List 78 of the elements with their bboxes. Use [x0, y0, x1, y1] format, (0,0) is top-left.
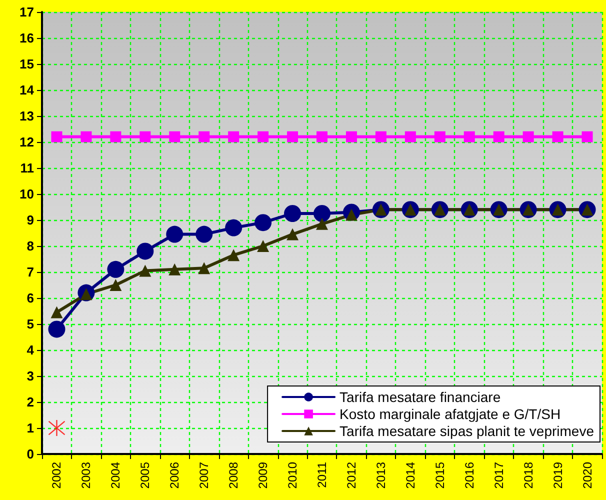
y-tick-label: 13: [20, 108, 34, 124]
x-tick-label: 2012: [344, 462, 358, 489]
point: [50, 306, 63, 318]
y-tick-label: 9: [26, 212, 34, 228]
point: [346, 131, 357, 142]
legend-label: Tarifa mesatare sipas planit te veprimeve: [340, 423, 594, 439]
x-tick-label: 2014: [403, 462, 418, 489]
point: [404, 131, 416, 142]
point: [110, 279, 122, 291]
point: [136, 242, 154, 260]
point: [582, 131, 593, 142]
point: [552, 131, 564, 142]
point: [258, 131, 269, 142]
point: [316, 218, 328, 230]
x-tick-label: 2008: [226, 462, 241, 489]
y-tick-label: 8: [26, 238, 34, 254]
x-tick-label: 2005: [138, 462, 152, 489]
point: [198, 262, 210, 274]
point: [139, 264, 152, 277]
point: [198, 131, 210, 142]
x-tick-label: 2015: [432, 462, 447, 489]
point: [522, 131, 534, 142]
legend-label: Kosto marginale afatgjate e G/T/SH: [340, 406, 561, 422]
x-tick-label: 2007: [197, 462, 212, 489]
x-tick-label: 2011: [315, 462, 329, 488]
y-tick-label: 15: [20, 56, 34, 72]
point: [107, 260, 124, 278]
y-tick-label: 12: [20, 134, 34, 150]
point: [286, 228, 299, 240]
y-tick-label: 5: [26, 316, 34, 332]
y-tick-label: 2: [26, 394, 34, 410]
point: [493, 131, 504, 142]
point: [316, 131, 328, 142]
legend-label: Tarifa mesatare financiare: [340, 389, 501, 405]
y-tick-label: 0: [26, 446, 34, 462]
point: [110, 131, 122, 142]
point: [254, 214, 272, 232]
point: [287, 131, 298, 142]
point: [196, 226, 213, 243]
y-tick-label: 10: [20, 186, 34, 202]
x-tick-label: 2004: [108, 462, 123, 489]
y-tick-label: 1: [26, 420, 34, 436]
point: [284, 205, 302, 222]
point: [225, 219, 242, 236]
x-tick-label: 2019: [550, 462, 565, 489]
point: [434, 131, 446, 142]
point: [228, 131, 240, 142]
y-tick-label: 3: [26, 368, 34, 384]
y-tick-label: 4: [26, 342, 35, 358]
x-tick-label: 2018: [521, 462, 536, 489]
y-tick-label: 11: [20, 160, 34, 176]
x-tick-label: 2016: [462, 462, 476, 489]
point: [314, 205, 330, 222]
point: [168, 263, 181, 276]
y-tick-label: 7: [26, 264, 34, 280]
point: [228, 249, 240, 262]
point: [375, 131, 386, 142]
point: [464, 131, 475, 142]
x-tick-label: 2010: [286, 462, 300, 489]
x-tick-label: 2009: [256, 462, 270, 489]
y-tick-label: 14: [20, 82, 35, 98]
x-tick-label: 2020: [580, 462, 594, 489]
point: [51, 131, 62, 142]
y-tick-label: 16: [20, 30, 34, 46]
x-tick-label: 2013: [374, 462, 388, 489]
y-tick-label: 17: [20, 4, 34, 20]
x-tick-label: 2017: [492, 462, 506, 489]
x-tick-label: 2003: [79, 462, 94, 489]
point: [140, 131, 151, 142]
x-tick-label: 2006: [168, 462, 182, 489]
x-tick-label: 2002: [50, 462, 64, 489]
y-tick-label: 6: [26, 290, 34, 306]
point: [169, 131, 180, 142]
point: [257, 240, 270, 252]
point: [48, 419, 66, 437]
point: [166, 226, 184, 243]
point: [48, 320, 66, 338]
point: [80, 131, 92, 142]
